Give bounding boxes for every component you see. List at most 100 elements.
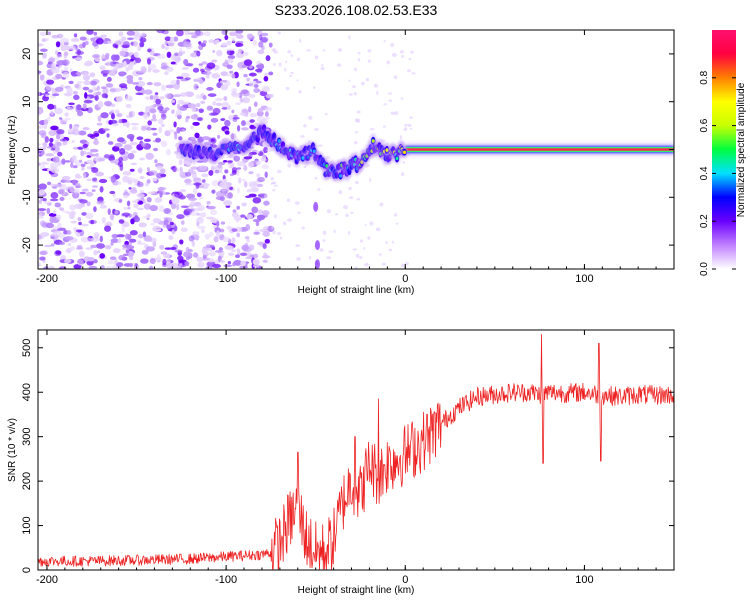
spectrogram-noise-cell: [164, 217, 173, 223]
spectrogram-noise-cell: [191, 240, 196, 247]
spectrogram-noise-cell: [364, 223, 367, 227]
spectrogram-noise-cell: [172, 94, 182, 98]
spectrogram-noise-cell: [109, 190, 116, 195]
spectrogram-noise-cell: [101, 217, 106, 224]
spectrogram-noise-cell: [190, 125, 194, 130]
spectrogram-noise-cell: [215, 196, 225, 201]
spectrogram-noise-cell: [188, 197, 197, 201]
spectrogram-noise-cell: [233, 114, 238, 118]
spectrogram-noise-cell: [82, 41, 86, 48]
spectrogram-noise-cell: [42, 52, 47, 59]
spectrogram-noise-cell: [285, 60, 288, 64]
spectrogram-noise-cell: [131, 126, 138, 131]
spectrogram-noise-cell: [231, 237, 236, 244]
spectrogram-noise-cell: [93, 259, 98, 264]
spectrogram-noise-cell: [202, 179, 206, 183]
spectrogram-noise-cell: [216, 49, 223, 57]
spectrogram-noise-cell: [255, 64, 262, 69]
spectrogram-noise-cell: [195, 94, 201, 99]
spectrogram-noise-cell: [217, 164, 222, 169]
spectrogram-noise-cell: [243, 51, 249, 56]
spectrogram-noise-cell: [73, 94, 80, 101]
spectrogram-noise-cell: [248, 106, 252, 113]
spectrogram-noise-cell: [78, 199, 88, 204]
spectrogram-noise-cell: [241, 108, 249, 114]
spectrogram-noise-cell: [52, 210, 57, 214]
spectrogram-noise-cell: [69, 123, 73, 129]
spectrogram-noise-cell: [149, 50, 156, 56]
spectrogram-noise-cell: [109, 256, 117, 260]
spectrogram-noise-cell: [55, 250, 62, 255]
spectrogram-noise-cell: [137, 168, 143, 173]
spectrogram-noise-cell: [273, 214, 277, 219]
spectrogram-noise-cell: [132, 200, 139, 203]
spectrogram-noise-cell: [92, 177, 98, 182]
spectrogram-noise-cell: [223, 96, 228, 101]
spectrogram-noise-cell: [231, 167, 238, 173]
spectrogram-noise-cell: [296, 257, 301, 261]
spectrogram-noise-cell: [54, 107, 64, 115]
spectrogram-noise-cell: [290, 71, 294, 75]
spectrogram-noise-cell: [133, 40, 139, 47]
spectrogram-noise-cell: [38, 189, 46, 196]
spectrogram-noise-cell: [201, 136, 211, 141]
spectrogram-noise-cell: [184, 261, 190, 267]
spectrogram-noise-cell: [186, 193, 196, 199]
spectrogram-noise-cell: [235, 30, 244, 34]
spectrogram-noise-cell: [90, 166, 96, 170]
spectrogram-noise-cell: [68, 102, 75, 106]
spectrogram-noise-cell: [130, 58, 134, 62]
spectrogram-noise-cell: [74, 83, 80, 89]
spectrogram-noise-cell: [134, 33, 142, 37]
spectrogram-noise-cell: [220, 118, 226, 122]
spectrogram-noise-cell: [407, 69, 411, 73]
spectrogram-noise-cell: [299, 38, 302, 43]
spectrogram-noise-cell: [319, 248, 324, 252]
spectrogram-noise-cell: [228, 31, 238, 36]
spectrogram-noise-cell: [86, 151, 93, 155]
spectrogram-noise-cell: [174, 249, 183, 253]
spectrogram-noise-cell: [38, 183, 47, 190]
spectrogram-noise-cell: [383, 40, 386, 43]
spectrogram-noise-cell: [180, 227, 188, 233]
spectrogram-noise-cell: [262, 255, 271, 259]
spectrogram-noise-cell: [171, 197, 180, 205]
spectrogram-noise-cell: [166, 224, 172, 230]
spectrogram-noise-cell: [132, 211, 138, 216]
spectrogram-noise-cell: [164, 93, 172, 99]
spectrogram-noise-cell: [135, 92, 144, 96]
spectrogram-noise-cell: [129, 238, 137, 243]
spectrogram-noise-cell: [387, 92, 393, 95]
spectrogram-noise-cell: [269, 93, 274, 98]
spectrogram-noise-cell: [160, 140, 168, 148]
spectrogram-noise-cell: [290, 54, 294, 57]
spectrogram-noise-cell: [139, 37, 147, 43]
spectrogram-noise-cell: [66, 230, 72, 235]
spectrogram-noise-cell: [235, 34, 244, 40]
spectrogram-noise-cell: [122, 253, 129, 257]
spectrogram-noise-cell: [110, 123, 119, 127]
spectrogram-noise-cell: [253, 253, 259, 259]
spectrogram-noise-cell: [185, 91, 194, 97]
spectrogram-noise-cell: [296, 57, 301, 62]
spectrogram-noise-cell: [75, 184, 82, 189]
spectrogram-noise-cell: [178, 136, 183, 141]
spectrogram-noise-cell: [298, 89, 302, 94]
spectrogram-noise-cell: [54, 146, 60, 152]
spectrogram-noise-cell: [256, 214, 266, 221]
spectrogram-noise-cell: [82, 126, 90, 131]
spectrogram-noise-cell: [183, 251, 191, 258]
spectrogram-noise-cell: [111, 54, 118, 61]
spectrogram-noise-cell: [191, 173, 197, 179]
spectrogram-noise-cell: [185, 171, 192, 177]
x-tick-label: 0: [402, 273, 408, 285]
spectrogram-noise-cell: [185, 117, 189, 123]
spectrogram-noise-cell: [354, 131, 359, 134]
spectrogram-noise-cell: [158, 126, 163, 134]
spectrogram-noise-cell: [131, 186, 137, 192]
spectrogram-noise-cell: [64, 235, 74, 241]
spectrogram-noise-cell: [188, 203, 195, 208]
spectrogram-noise-cell: [147, 120, 152, 126]
spectrogram-noise-cell: [114, 210, 118, 214]
spectrogram-noise-cell: [215, 102, 222, 107]
